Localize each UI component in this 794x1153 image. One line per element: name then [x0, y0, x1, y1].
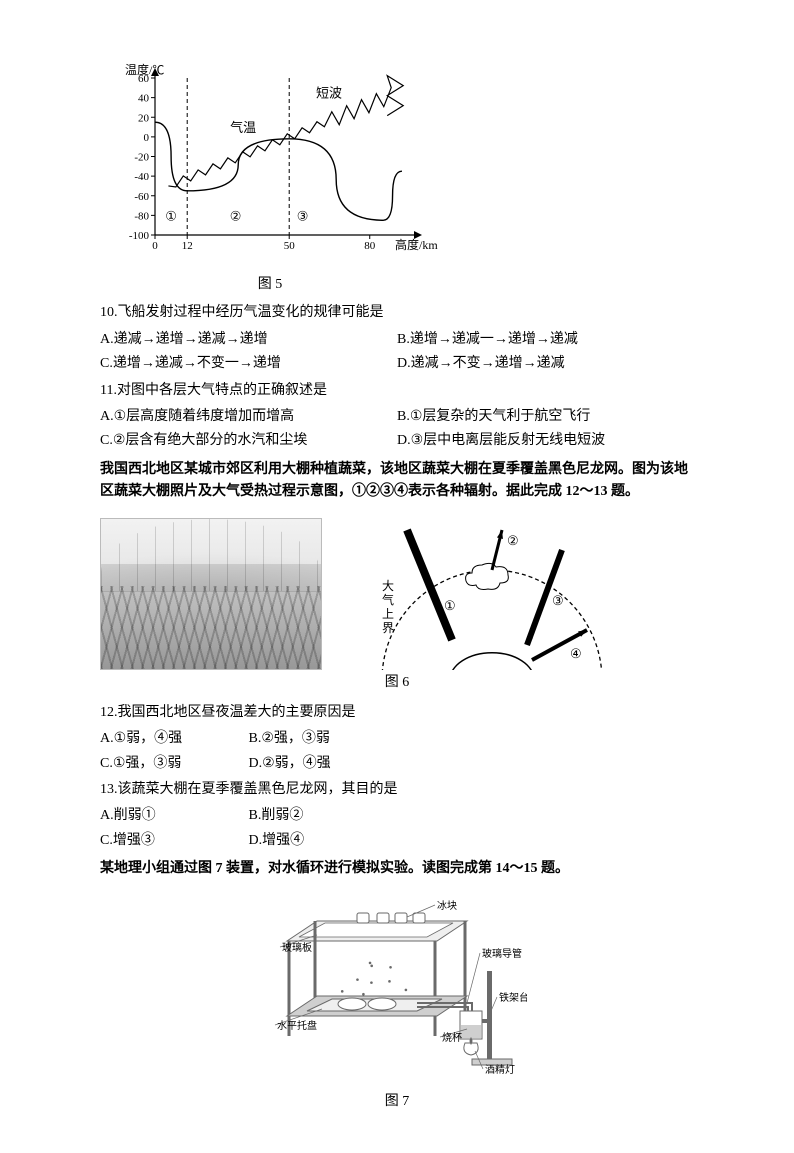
- q13-opt-d[interactable]: D.增强④: [249, 830, 398, 852]
- q11-stem: 11.对图中各层大气特点的正确叙述是: [100, 380, 694, 402]
- svg-text:③: ③: [552, 593, 564, 608]
- svg-text:0: 0: [144, 132, 150, 144]
- q11-row1: A.①层高度随着纬度增加而增高 B.①层复杂的天气利于航空飞行: [100, 406, 694, 428]
- q10-opt-b[interactable]: B.递增→递减一→递增→递减: [397, 329, 694, 351]
- q13-stem: 13.该蔬菜大棚在夏季覆盖黑色尼龙网，其目的是: [100, 779, 694, 801]
- q11-row2: C.②层含有绝大部分的水汽和尘埃 D.③层中电离层能反射无线电短波: [100, 430, 694, 452]
- q13-opt-a[interactable]: A.削弱①: [100, 805, 249, 827]
- svg-text:水平托盘: 水平托盘: [277, 1019, 317, 1032]
- svg-text:0: 0: [152, 240, 158, 252]
- q13-row2: C.增强③ D.增强④: [100, 830, 694, 852]
- svg-text:玻璃导管: 玻璃导管: [482, 947, 522, 960]
- q11-opt-b[interactable]: B.①层复杂的天气利于航空飞行: [397, 406, 694, 428]
- svg-text:上: 上: [382, 607, 394, 621]
- svg-text:②: ②: [230, 208, 242, 223]
- passage-12-13: 我国西北地区某城市郊区利用大棚种植蔬菜，该地区蔬菜大棚在夏季覆盖黑色尼龙网。图为…: [100, 459, 694, 504]
- fig7-caption: 图 7: [267, 1091, 527, 1113]
- svg-text:12: 12: [182, 240, 193, 252]
- svg-text:④: ④: [570, 646, 582, 661]
- q10-opt-a[interactable]: A.递减→递增→递减→递增: [100, 329, 397, 351]
- q13-row1: A.削弱① B.削弱②: [100, 805, 694, 827]
- q10-row1: A.递减→递增→递减→递增 B.递增→递减一→递增→递减: [100, 329, 694, 351]
- q10-stem: 10.飞船发射过程中经历气温变化的规律可能是: [100, 302, 694, 324]
- q10-opt-d[interactable]: D.递减→不变→递增→递减: [397, 353, 694, 375]
- diagram-6-svg: 地球大气上界①②③④: [352, 510, 612, 670]
- svg-text:高度/km: 高度/km: [395, 237, 438, 252]
- q12-opt-a[interactable]: A.①弱，④强: [100, 728, 249, 750]
- chart-5-svg: -100-80-60-40-2002040600125080温度/℃高度/km①…: [100, 60, 440, 270]
- svg-text:铁架台: 铁架台: [499, 991, 527, 1004]
- q11-opt-d[interactable]: D.③层中电离层能反射无线电短波: [397, 430, 694, 452]
- q13-opt-c[interactable]: C.增强③: [100, 830, 249, 852]
- svg-text:-40: -40: [134, 171, 149, 183]
- svg-text:大: 大: [382, 579, 394, 593]
- svg-text:玻璃板: 玻璃板: [282, 941, 312, 954]
- svg-text:烧杯: 烧杯: [442, 1031, 462, 1044]
- svg-text:-100: -100: [129, 230, 150, 242]
- passage-14-15: 某地理小组通过图 7 装置，对水循环进行模拟实验。读图完成第 14～15 题。: [100, 858, 694, 880]
- svg-text:20: 20: [138, 112, 150, 124]
- svg-text:40: 40: [138, 93, 150, 105]
- svg-text:①: ①: [444, 598, 456, 613]
- q11-opt-a[interactable]: A.①层高度随着纬度增加而增高: [100, 406, 397, 428]
- chart-5-caption: 图 5: [100, 274, 440, 296]
- svg-text:③: ③: [297, 208, 309, 223]
- svg-text:-60: -60: [134, 191, 149, 203]
- svg-text:酒精灯: 酒精灯: [485, 1063, 515, 1076]
- q13-opt-b[interactable]: B.削弱②: [249, 805, 398, 827]
- svg-text:气温: 气温: [230, 120, 256, 135]
- svg-text:②: ②: [507, 533, 519, 548]
- chart-5: -100-80-60-40-2002040600125080温度/℃高度/km①…: [100, 60, 440, 270]
- diagram-7-svg: 冰块玻璃板 玻璃导管铁架台水平托盘烧杯酒精灯: [267, 891, 527, 1081]
- q12-opt-c[interactable]: C.①强，③弱: [100, 753, 249, 775]
- q12-opt-b[interactable]: B.②强，③弱: [249, 728, 398, 750]
- q10-row2: C.递增→递减→不变一→递增 D.递减→不变→递增→递减: [100, 353, 694, 375]
- greenhouse-photo: [100, 518, 322, 670]
- q12-stem: 12.我国西北地区昼夜温差大的主要原因是: [100, 702, 694, 724]
- q12-opt-d[interactable]: D.②弱，④强: [249, 753, 398, 775]
- q11-opt-c[interactable]: C.②层含有绝大部分的水汽和尘埃: [100, 430, 397, 452]
- svg-text:气: 气: [382, 592, 394, 607]
- svg-text:①: ①: [165, 208, 177, 223]
- fig7-wrap: 冰块玻璃板 玻璃导管铁架台水平托盘烧杯酒精灯 图 7: [267, 891, 527, 1114]
- q12-row1: A.①弱，④强 B.②强，③弱: [100, 728, 694, 750]
- svg-text:-80: -80: [134, 210, 149, 222]
- q12-row2: C.①强，③弱 D.②弱，④强: [100, 753, 694, 775]
- fig6-row: 地球大气上界①②③④: [100, 510, 694, 670]
- svg-text:短波: 短波: [316, 86, 342, 101]
- fig6-caption: 图 6: [100, 672, 694, 694]
- svg-text:冰块: 冰块: [437, 899, 457, 912]
- svg-text:-20: -20: [134, 152, 149, 164]
- svg-text:50: 50: [284, 240, 296, 252]
- svg-text:界: 界: [382, 621, 394, 635]
- svg-text:温度/℃: 温度/℃: [125, 62, 164, 77]
- svg-text:80: 80: [364, 240, 376, 252]
- q10-opt-c[interactable]: C.递增→递减→不变一→递增: [100, 353, 397, 375]
